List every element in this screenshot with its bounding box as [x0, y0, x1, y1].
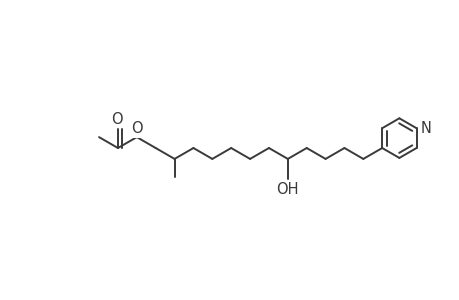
Text: O: O [111, 112, 123, 127]
Text: N: N [420, 121, 431, 136]
Text: O: O [131, 121, 142, 136]
Text: OH: OH [276, 182, 298, 196]
